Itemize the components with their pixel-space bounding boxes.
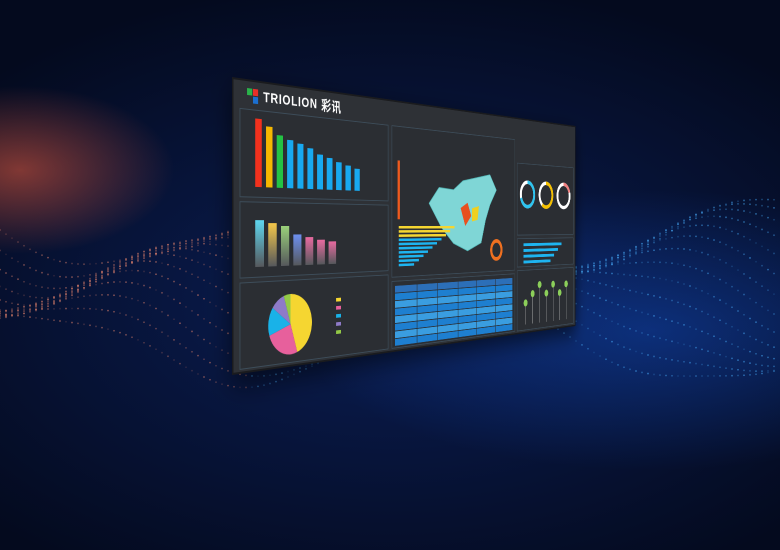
hbar — [399, 250, 428, 253]
hbar — [399, 226, 455, 229]
hbar — [399, 238, 442, 241]
progress-panel — [517, 237, 573, 267]
hbar — [399, 242, 437, 245]
bar — [354, 168, 359, 190]
donut-panel — [517, 163, 573, 236]
pie-chart — [240, 275, 389, 371]
data-table-panel — [392, 273, 515, 348]
hbar — [399, 255, 424, 258]
ranking-panel — [240, 108, 389, 201]
bar — [287, 140, 293, 189]
hbar — [399, 230, 450, 233]
bar — [317, 154, 323, 190]
lollipop-head — [564, 280, 568, 287]
legend-swatch — [336, 330, 341, 334]
bar — [336, 162, 342, 191]
legend-swatch — [336, 306, 341, 310]
lollipop-head — [558, 289, 562, 296]
map-panel — [392, 125, 515, 278]
legend-swatch — [336, 298, 341, 302]
lollipop-head — [545, 289, 549, 296]
donut-charts — [518, 163, 574, 236]
bar — [281, 226, 289, 266]
hbar — [399, 246, 433, 249]
bar — [293, 234, 301, 265]
bar — [268, 223, 276, 266]
bar — [297, 144, 303, 189]
pie-panel — [240, 274, 389, 369]
ranking-bar-chart — [255, 118, 360, 190]
lollipop-head — [551, 281, 555, 288]
legend-gradient — [398, 160, 400, 219]
data-table — [394, 277, 512, 347]
trophy-bar-chart — [255, 213, 336, 267]
bar — [255, 220, 264, 267]
bar — [266, 126, 272, 187]
bar — [277, 135, 283, 187]
lollipop-head — [538, 281, 542, 288]
legend-swatch — [336, 322, 341, 326]
lollipop-head — [524, 299, 528, 307]
lollipop-head — [531, 290, 535, 297]
lollipop-panel — [517, 267, 573, 331]
hbar — [399, 234, 446, 237]
lollipop-chart — [518, 268, 574, 332]
hbar — [399, 263, 414, 266]
bar — [327, 158, 333, 190]
dashboard-screen: TRIOLION 彩讯 — [232, 77, 576, 375]
bar — [307, 148, 313, 189]
logo-cn: 彩讯 — [321, 95, 341, 117]
bar — [255, 118, 262, 187]
hbar — [399, 259, 419, 262]
bar — [345, 165, 350, 190]
legend-swatch — [336, 314, 341, 318]
trophy-panel — [240, 201, 389, 278]
logo-mark — [247, 88, 259, 105]
bar — [317, 240, 325, 265]
bar — [329, 241, 337, 264]
bar — [305, 237, 313, 265]
china-map — [392, 126, 515, 278]
logo-text: TRIOLION — [263, 89, 317, 112]
